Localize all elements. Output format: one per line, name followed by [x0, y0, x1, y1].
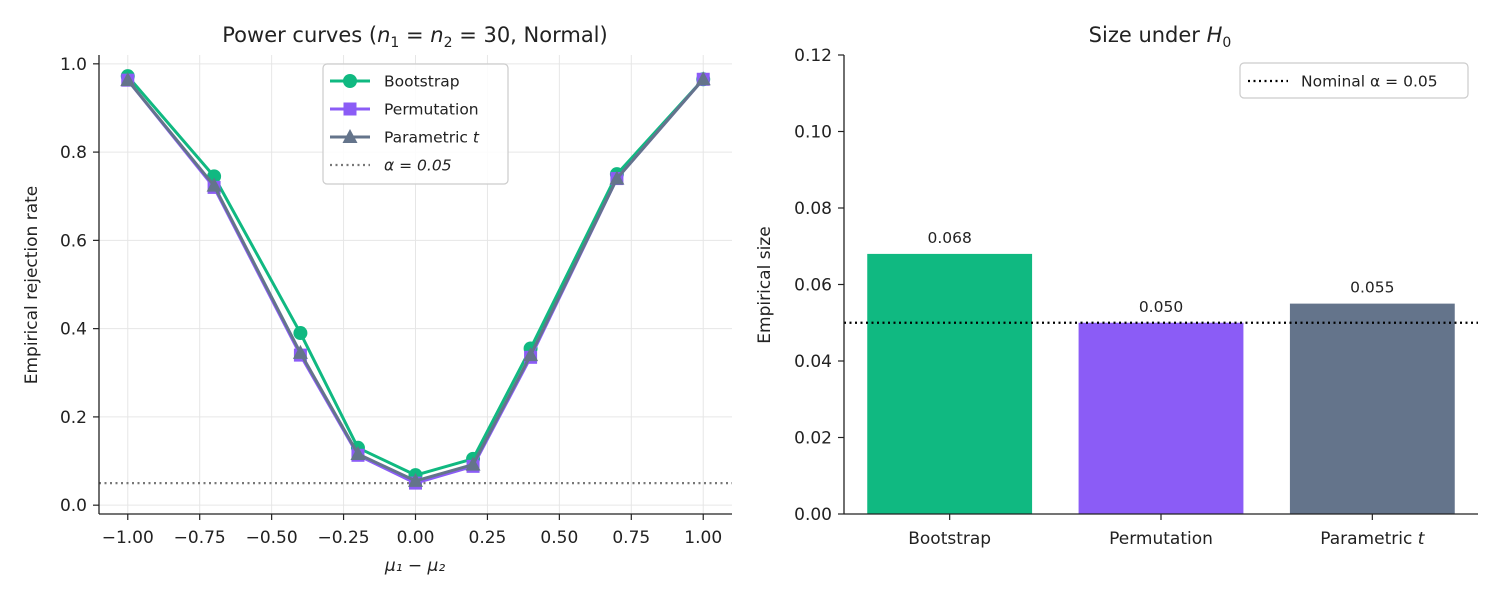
parametric-t-point-1 [206, 177, 222, 192]
parametric-t-point-6 [523, 347, 539, 362]
size-title: Size under H0 [1089, 23, 1232, 51]
legend-marker-permutation [343, 102, 357, 116]
bar-value-label-parametric-t: 0.055 [1350, 279, 1394, 297]
bar-value-label-permutation: 0.050 [1139, 298, 1183, 316]
y-tick-label-5: 1.0 [60, 55, 87, 75]
y-tick-label-0: 0.0 [60, 496, 87, 516]
x-tick-label-2: −0.50 [246, 528, 298, 548]
parametric-t-point-2 [292, 344, 308, 359]
x-tick-label-permutation: Permutation [1109, 529, 1213, 549]
y-tick-label-1: 0.2 [60, 408, 87, 428]
legend-entry-alpha: α = 0.05 [330, 157, 452, 175]
x-tick-label-0: −1.00 [102, 528, 154, 548]
size-legend: Nominal α = 0.05 [1239, 62, 1469, 99]
bar-bootstrap [867, 253, 1033, 514]
y-tick-label-0: 0.00 [794, 505, 832, 525]
legend-label-nominal: Nominal α = 0.05 [1301, 73, 1438, 91]
legend-box [1239, 62, 1469, 99]
x-tick-label-7: 0.75 [612, 528, 650, 548]
power-x-ticks: −1.00 −0.75 −0.50 −0.25 0.00 0.25 0.50 0.75 1.00 [102, 514, 722, 548]
y-tick-label-6: 0.12 [794, 46, 832, 66]
bar-value-label-bootstrap: 0.068 [927, 229, 971, 247]
size-bars: 0.068 0.050 0.055 [867, 229, 1455, 514]
x-tick-label-parametric-t: Parametric t [1320, 529, 1425, 549]
power-x-axis-label: μ₁ − μ₂ [384, 556, 445, 576]
legend-marker-parametric-t [342, 129, 358, 143]
parametric-t-point-3 [350, 445, 366, 460]
bar-parametric-t [1289, 303, 1455, 514]
bar-permutation [1078, 322, 1244, 514]
x-tick-label-5: 0.25 [469, 528, 507, 548]
power-y-ticks: 0.0 0.2 0.4 0.6 0.8 1.0 [60, 55, 99, 516]
parametric-t-point-0 [120, 72, 136, 87]
y-tick-label-5: 0.10 [794, 123, 832, 143]
y-tick-label-1: 0.02 [794, 429, 832, 449]
y-tick-label-2: 0.4 [60, 320, 87, 340]
bootstrap-point-2 [293, 326, 308, 341]
series-parametric-t [120, 71, 711, 487]
power-y-axis-label: Empirical rejection rate [22, 186, 42, 385]
legend-marker-bootstrap [343, 74, 357, 88]
y-tick-label-3: 0.6 [60, 231, 87, 251]
x-tick-label-4: 0.00 [397, 528, 435, 548]
legend-label-alpha: α = 0.05 [384, 157, 452, 175]
y-tick-label-4: 0.08 [794, 199, 832, 219]
x-tick-label-1: −0.75 [174, 528, 226, 548]
parametric-t-point-4 [408, 472, 423, 487]
x-tick-label-8: 1.00 [684, 528, 722, 548]
size-x-ticks: Bootstrap Permutation Parametric t [908, 514, 1426, 549]
legend-entry-parametric-t: Parametric t [330, 129, 480, 147]
size-y-axis-label: Empirical size [755, 226, 775, 343]
legend-label-bootstrap: Bootstrap [384, 73, 460, 91]
x-tick-label-6: 0.50 [540, 528, 578, 548]
y-tick-label-4: 0.8 [60, 143, 87, 163]
parametric-t-point-5 [465, 456, 481, 471]
legend-entry-bootstrap: Bootstrap [330, 73, 460, 91]
y-tick-label-2: 0.04 [794, 352, 832, 372]
size-y-ticks: 0.00 0.02 0.04 0.06 0.08 0.10 0.12 [794, 46, 844, 525]
parametric-t-point-7 [609, 170, 625, 185]
x-tick-label-bootstrap: Bootstrap [908, 529, 991, 549]
power-curves-panel: Power curves (n1 = n2 = 30, Normal) −1.0… [22, 23, 732, 576]
legend-label-parametric-t: Parametric t [384, 129, 480, 147]
x-tick-label-3: −0.25 [318, 528, 370, 548]
legend-entry-permutation: Permutation [330, 101, 479, 119]
y-tick-label-3: 0.06 [794, 276, 832, 296]
parametric-t-point-8 [695, 71, 711, 86]
legend-label-permutation: Permutation [384, 101, 479, 119]
legend-box [322, 63, 509, 185]
power-curves-title: Power curves (n1 = n2 = 30, Normal) [222, 23, 607, 51]
power-legend: Bootstrap Permutation Parametric t α = 0.05 [322, 63, 509, 185]
power-series [120, 69, 711, 490]
